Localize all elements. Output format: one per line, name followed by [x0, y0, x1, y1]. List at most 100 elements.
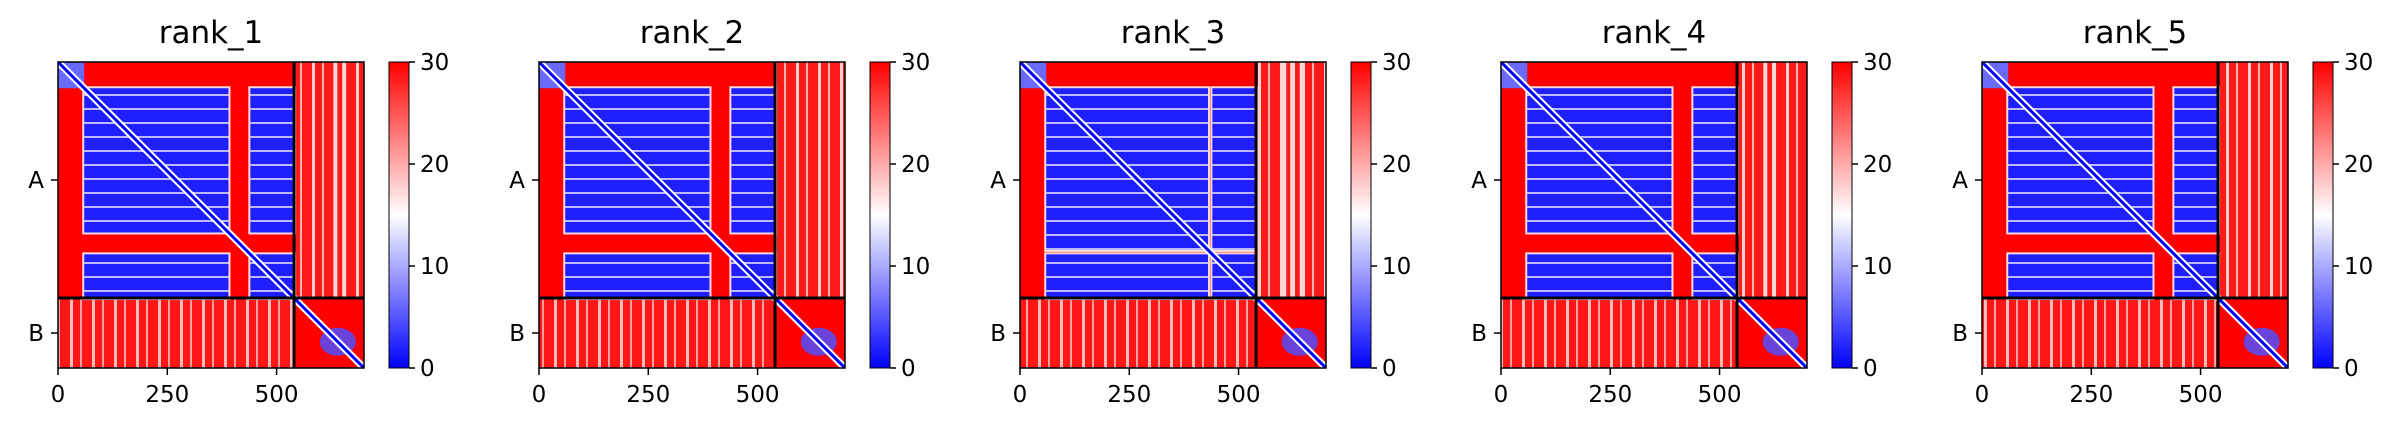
interchain-region-ab [775, 62, 845, 299]
heatmap [1501, 62, 1807, 368]
colorbar-tick-label: 0 [2344, 356, 2359, 382]
pae-panel-2: rank_2 0 250 500 A B 0 10 20 30 [509, 15, 930, 408]
colorbar-tick-label: 20 [420, 152, 449, 178]
axes-frame [538, 61, 846, 369]
colorbar-tick-label: 0 [1863, 356, 1878, 382]
colorbar-frame [869, 61, 891, 369]
heatmap [1020, 62, 1326, 368]
x-tick-label: 250 [145, 382, 189, 408]
diagonal-line [1020, 62, 1326, 368]
colorbar-tick-label: 10 [901, 254, 930, 280]
diagonal-line [58, 62, 364, 368]
x-tick-label: 0 [51, 382, 66, 408]
pae-panel-4: rank_4 0 250 500 A B 0 10 20 30 [1471, 15, 1892, 408]
x-tick-label: 250 [626, 382, 670, 408]
light-stripe-1 [1772, 62, 1777, 299]
heatmap [58, 62, 364, 368]
light-stripe-2 [1299, 62, 1304, 299]
y-tick-label: A [28, 168, 44, 194]
colorbar-tick-label: 30 [1863, 50, 1892, 76]
domain-block-0-1 [84, 254, 229, 299]
interchain-region-ba [58, 298, 295, 368]
domain-block-1-0 [731, 88, 776, 233]
colorbar-tick-label: 20 [901, 152, 930, 178]
axes-frame [1981, 61, 2289, 369]
x-tick-label: 500 [736, 382, 780, 408]
domain-block-1-0 [2174, 88, 2219, 233]
domain-block-0-1 [1527, 254, 1672, 299]
colorbar-tick-label: 30 [2344, 50, 2373, 76]
domain-block-0-1 [2008, 254, 2153, 299]
panel-title: rank_3 [1121, 15, 1226, 51]
colorbar-tick-label: 10 [1863, 254, 1892, 280]
colorbar [870, 62, 890, 368]
light-stripe-0 [1282, 62, 1287, 299]
panel-title: rank_5 [2083, 15, 2188, 51]
axes-frame [57, 61, 365, 369]
x-tick-label: 250 [1107, 382, 1151, 408]
pae-panel-1: rank_1 0 250 500 A B 0 10 20 30 [28, 15, 449, 408]
colorbar-tick-label: 0 [901, 356, 916, 382]
y-tick-label: A [509, 168, 525, 194]
x-tick-label: 0 [1975, 382, 1990, 408]
colorbar-frame [2312, 61, 2334, 369]
y-tick-label: B [28, 321, 44, 347]
colorbar-frame [388, 61, 410, 369]
colorbar [1832, 62, 1852, 368]
y-tick-label: A [990, 168, 1006, 194]
colorbar-frame [1350, 61, 1372, 369]
panel-title: rank_1 [159, 15, 264, 51]
diagonal-line [1982, 62, 2288, 368]
domain-block-1-0 [250, 88, 295, 233]
y-tick-label: A [1471, 168, 1487, 194]
interchain-region-ba [1501, 298, 1738, 368]
x-tick-label: 250 [1588, 382, 1632, 408]
pae-panel-5: rank_5 0 250 500 A B 0 10 20 30 [1952, 15, 2373, 408]
colorbar-tick-label: 10 [2344, 254, 2373, 280]
x-tick-label: 0 [1013, 382, 1028, 408]
pae-panel-3: rank_3 0 250 500 A B 0 10 20 30 [990, 15, 1411, 408]
heatmap [1982, 62, 2288, 368]
diagonal-line [539, 62, 845, 368]
colorbar-tick-label: 0 [1382, 356, 1397, 382]
x-tick-label: 0 [532, 382, 547, 408]
interchain-region-ab [294, 62, 364, 299]
y-tick-label: B [1952, 321, 1968, 347]
colorbar-tick-label: 20 [1863, 152, 1892, 178]
colorbar-tick-label: 30 [901, 50, 930, 76]
colorbar-tick-label: 0 [420, 356, 435, 382]
x-tick-label: 250 [2069, 382, 2113, 408]
x-tick-label: 500 [1217, 382, 1261, 408]
x-tick-label: 500 [1698, 382, 1742, 408]
colorbar-tick-label: 10 [1382, 254, 1411, 280]
axes-frame [1019, 61, 1327, 369]
light-stripe-0 [1763, 62, 1768, 299]
domain-block-1-0 [1212, 88, 1257, 250]
y-tick-label: B [1471, 321, 1487, 347]
panel-title: rank_4 [1602, 15, 1707, 51]
panel-title: rank_2 [640, 15, 745, 51]
y-tick-label: B [990, 321, 1006, 347]
y-tick-label: A [1952, 168, 1968, 194]
interchain-region-ba [539, 298, 776, 368]
domain-block-1-0 [1693, 88, 1738, 233]
axes-frame [1500, 61, 1808, 369]
colorbar-tick-label: 20 [2344, 152, 2373, 178]
colorbar-frame [1831, 61, 1853, 369]
heatmap [539, 62, 845, 368]
colorbar [1351, 62, 1371, 368]
x-tick-label: 500 [255, 382, 299, 408]
interchain-region-ab [2218, 62, 2288, 299]
diagonal-line [1501, 62, 1807, 368]
colorbar-tick-label: 30 [420, 50, 449, 76]
domain-block-0-1 [1046, 254, 1208, 299]
light-stripe-1 [1291, 62, 1296, 299]
colorbar-tick-label: 30 [1382, 50, 1411, 76]
colorbar [389, 62, 409, 368]
x-tick-label: 0 [1494, 382, 1509, 408]
interchain-region-ba [1020, 298, 1257, 368]
domain-block-0-1 [565, 254, 710, 299]
colorbar-tick-label: 20 [1382, 152, 1411, 178]
light-stripe-1 [342, 62, 347, 299]
